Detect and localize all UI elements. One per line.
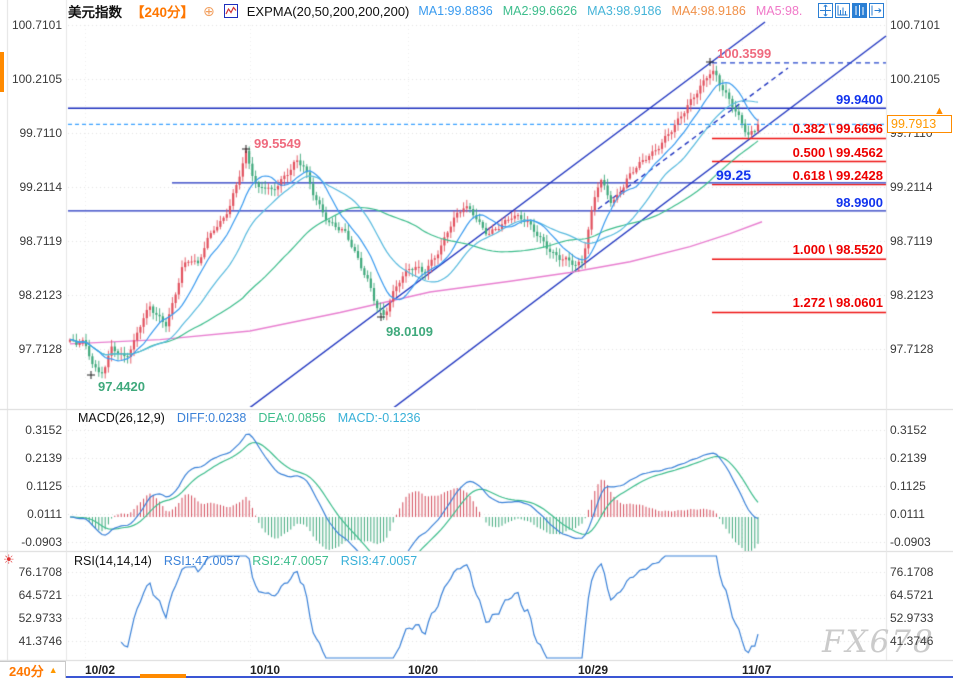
price-up-arrow-icon: ▲ (934, 105, 945, 117)
watermark: FX678 (822, 624, 935, 660)
indicator-name: EXPMA(20,50,200,200,200) (246, 3, 410, 19)
macd-axis-label-right-4: -0.0903 (890, 535, 931, 549)
support-resistance-label-1: 98.9900 (836, 195, 883, 210)
fib-level-label-3: 1.000 \ 98.5520 (792, 242, 883, 257)
macd-axis-label-right-2: 0.1125 (890, 479, 926, 493)
x-axis-date-2: 10/20 (408, 663, 439, 677)
rsi-axis-label-left-0: 76.1708 (18, 565, 62, 579)
sparkline-icon (223, 4, 238, 18)
price-axis-label-left-5: 98.2123 (18, 288, 62, 302)
ma1-value: MA1:99.8836 (418, 4, 493, 18)
macd-dea-value: DEA:0.0856 (258, 411, 326, 425)
ma5-value: MA5:98. (755, 4, 803, 18)
macd-axis-label-right-0: 0.3152 (890, 423, 927, 437)
ma-values: MA1:99.8836 MA2:99.6626 MA3:98.9186 MA4:98.… (418, 4, 802, 18)
rsi-axis-label-right-2: 52.9733 (890, 611, 934, 625)
price-axis-label-left-2: 99.7110 (19, 126, 63, 140)
price-annotation-2: 97.4420 (98, 379, 145, 394)
timeframe-label[interactable]: 【240分】 (131, 5, 195, 20)
ma4-value: MA4:98.9186 (671, 4, 746, 18)
rsi2-value: RSI2:47.0057 (252, 554, 329, 568)
x-axis-date-4: 11/07 (742, 663, 772, 677)
rsi-axis-label-left-1: 64.5721 (18, 588, 62, 602)
price-axis-label-right-4: 98.7119 (890, 234, 933, 248)
timeline-scrollbar-thumb[interactable] (140, 674, 186, 678)
ma3-value: MA3:98.9186 (587, 4, 662, 18)
price-axis-label-left-1: 100.2105 (11, 72, 62, 86)
rsi-axis-label-left-3: 41.3746 (18, 634, 62, 648)
price-axis-label-left-4: 98.7119 (19, 234, 63, 248)
macd-diff-value: DIFF:0.0238 (176, 411, 247, 425)
current-price-tag: 99.7913 (887, 115, 952, 133)
symbol-title: 美元指数 (68, 5, 122, 20)
rsi-axis-label-right-0: 76.1708 (890, 565, 934, 579)
price-axis-label-right-3: 99.2114 (890, 180, 933, 194)
fib-level-label-4: 1.272 \ 98.0601 (792, 295, 883, 310)
macd-axis-label-left-1: 0.2139 (25, 451, 62, 465)
macd-axis-label-left-0: 0.3152 (25, 423, 62, 437)
price-axis-label-right-0: 100.7101 (890, 18, 941, 32)
chart-toolbar (818, 3, 884, 18)
rsi1-value: RSI1:47.0057 (163, 554, 241, 568)
pan-right-icon[interactable] (869, 3, 884, 18)
x-axis-date-0: 10/02 (85, 663, 116, 677)
rsi3-value: RSI3:47.0057 (340, 554, 418, 568)
price-axis-label-left-3: 99.2114 (19, 180, 63, 194)
chart-header: 美元指数 【240分】 ⊕ EXPMA(20,50,200,200,200) M… (68, 2, 802, 21)
x-axis-date-3: 10/29 (578, 663, 609, 677)
price-axis-label-right-5: 98.2123 (890, 288, 934, 302)
period-up-triangle-icon: ▲ (48, 665, 58, 675)
indicator-settings-icon[interactable]: ☀ (3, 552, 15, 567)
price-annotation-0: 99.5549 (254, 136, 301, 151)
macd-name: MACD(26,12,9) (78, 411, 165, 425)
macd-header: MACD(26,12,9) DIFF:0.0238 DEA:0.0856 MAC… (78, 411, 420, 425)
rsi-axis-label-left-2: 52.9733 (18, 611, 62, 625)
macd-axis-label-right-3: 0.0111 (890, 507, 925, 521)
ma2-value: MA2:99.6626 (502, 4, 578, 18)
macd-axis-label-right-1: 0.2139 (890, 451, 927, 465)
price-axis-label-right-1: 100.2105 (890, 72, 941, 86)
period-selector-label: 240分 (9, 663, 44, 679)
macd-axis-label-left-4: -0.0903 (21, 535, 62, 549)
period-selector[interactable]: 240分 ▲ (0, 661, 66, 679)
support-resistance-label-2: 99.25 (716, 167, 752, 183)
x-axis-date-1: 10/10 (250, 663, 281, 677)
rsi-axis-label-right-3: 41.3746 (890, 634, 934, 648)
price-annotation-1: 98.0109 (386, 324, 433, 339)
chart-style-icon[interactable] (852, 3, 867, 18)
crosshair-icon[interactable] (818, 3, 833, 18)
rsi-axis-label-right-1: 64.5721 (890, 588, 934, 602)
macd-axis-label-left-3: 0.0111 (27, 507, 62, 521)
resistance-annotation: 100.3599 (717, 46, 772, 61)
macd-axis-label-left-2: 0.1125 (26, 479, 62, 493)
price-axis-label-left-6: 97.7128 (18, 342, 62, 356)
rsi-name: RSI(14,14,14) (74, 554, 152, 568)
fib-level-label-1: 0.500 \ 99.4562 (792, 145, 883, 160)
fib-level-label-2: 0.618 \ 99.2428 (792, 168, 883, 183)
price-axis-label-left-0: 100.7101 (11, 18, 62, 32)
fib-level-label-0: 0.382 \ 99.6696 (792, 121, 883, 136)
macd-hist-value: MACD:-0.1236 (337, 411, 421, 425)
rsi-header: RSI(14,14,14) RSI1:47.0057 RSI2:47.0057 … (74, 554, 417, 568)
support-resistance-label-0: 99.9400 (836, 92, 883, 107)
timeline-scrollbar[interactable] (0, 676, 953, 678)
axis-scale-icon[interactable] (835, 3, 850, 18)
vertical-scrollbar-thumb[interactable] (0, 52, 4, 92)
expand-circle-icon[interactable]: ⊕ (203, 2, 215, 19)
price-axis-label-right-6: 97.7128 (890, 342, 934, 356)
